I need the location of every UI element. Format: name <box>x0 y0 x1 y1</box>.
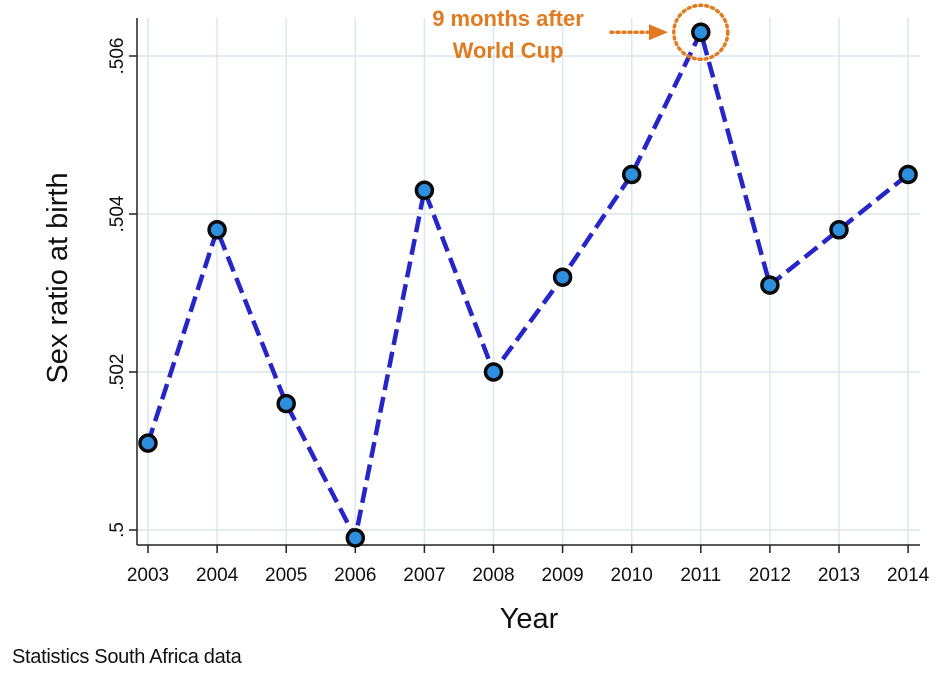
data-point-2004 <box>207 220 227 240</box>
data-point-2003 <box>138 433 158 453</box>
y-tick-label-0: .5 <box>107 522 128 538</box>
data-point-2012 <box>760 275 780 295</box>
x-tick-label-9: 2012 <box>749 565 791 586</box>
grid-lines <box>137 18 920 545</box>
x-tick-label-1: 2004 <box>196 565 239 586</box>
data-point-2014 <box>898 164 918 185</box>
x-tick-label-11: 2014 <box>887 565 930 586</box>
x-tick-label-10: 2013 <box>818 565 860 586</box>
data-series <box>138 22 918 548</box>
data-point-2010 <box>621 164 642 185</box>
x-axis-title: Year <box>500 603 559 635</box>
x-tick-label-7: 2010 <box>611 565 653 586</box>
data-point-2007 <box>414 180 435 201</box>
x-tick-label-6: 2009 <box>541 565 583 586</box>
data-point-2008 <box>483 362 504 382</box>
data-point-2013 <box>829 220 849 240</box>
data-point-2009 <box>552 267 573 287</box>
source-note: Statistics South Africa data <box>12 646 242 668</box>
axes <box>129 18 920 553</box>
annotation-text-line2: World Cup <box>453 38 564 63</box>
tick-labels: .5 .502 .504 .506 2003 2004 2005 2006 2007 2008 20… <box>107 38 930 586</box>
y-axis-title: Sex ratio at birth <box>42 172 74 383</box>
x-tick-label-2: 2005 <box>265 565 307 586</box>
x-tick-label-5: 2008 <box>472 565 514 586</box>
annotation: 9 months after World Cup <box>432 3 730 63</box>
data-point-2011 <box>691 22 711 43</box>
x-tick-label-4: 2007 <box>403 565 445 586</box>
line-chart: .5 .502 .504 .506 2003 2004 2005 2006 2007 2008 20… <box>42 3 930 635</box>
annotation-arrowhead <box>649 24 668 41</box>
x-tick-label-3: 2006 <box>334 565 376 586</box>
annotation-text-line1: 9 months after <box>432 6 584 31</box>
x-tick-label-8: 2011 <box>680 565 721 586</box>
y-tick-label-1: .502 <box>107 354 128 391</box>
data-point-2005 <box>276 393 296 414</box>
series-line <box>145 30 910 541</box>
annotation-circle <box>672 3 730 62</box>
data-point-2006 <box>345 528 366 548</box>
x-tick-label-0: 2003 <box>127 565 169 586</box>
y-tick-label-3: .506 <box>107 38 128 75</box>
y-tick-label-2: .504 <box>107 195 128 232</box>
